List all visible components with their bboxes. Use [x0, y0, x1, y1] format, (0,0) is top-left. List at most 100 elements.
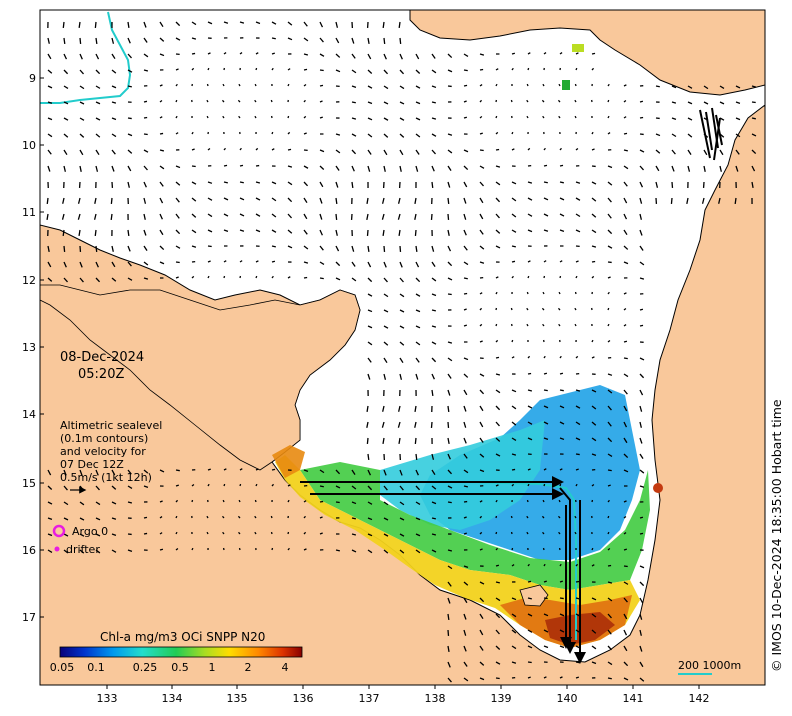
velocity-arrow: [687, 133, 693, 138]
velocity-arrow: [639, 373, 645, 379]
velocity-arrow: [431, 549, 437, 553]
velocity-arrow: [367, 69, 373, 74]
velocity-arrow: [447, 677, 452, 683]
velocity-arrow: [639, 581, 645, 587]
velocity-arrow: [639, 261, 645, 266]
velocity-arrow: [639, 485, 645, 488]
velocity-arrow: [367, 341, 373, 346]
velocity-arrow: [607, 245, 613, 249]
velocity-arrow: [557, 99, 561, 103]
velocity-arrow: [191, 67, 195, 71]
velocity-arrow: [399, 37, 402, 45]
velocity-arrow: [447, 229, 450, 236]
velocity-arrow: [463, 469, 469, 474]
velocity-arrow: [79, 549, 85, 554]
velocity-arrow: [79, 469, 83, 476]
velocity-arrow: [575, 389, 581, 392]
velocity-arrow: [351, 181, 354, 189]
velocity-arrow: [191, 148, 195, 151]
velocity-arrow: [511, 339, 514, 343]
velocity-arrow: [159, 84, 163, 87]
velocity-arrow: [415, 261, 420, 268]
velocity-arrow: [543, 372, 548, 375]
velocity-arrow: [495, 547, 499, 551]
velocity-arrow: [287, 148, 292, 151]
velocity-arrow: [79, 261, 83, 268]
velocity-arrow: [479, 421, 484, 428]
velocity-arrow: [383, 533, 389, 537]
velocity-arrow: [175, 181, 181, 186]
velocity-arrow: [703, 165, 706, 172]
velocity-arrow: [111, 117, 117, 121]
velocity-arrow: [319, 469, 325, 474]
colorbar-tick-label: 2: [245, 661, 252, 674]
velocity-arrow: [415, 149, 420, 155]
velocity-arrow: [447, 165, 452, 171]
velocity-arrow: [63, 245, 66, 253]
velocity-arrow: [159, 532, 163, 535]
velocity-arrow: [191, 52, 196, 55]
velocity-arrow: [430, 421, 433, 429]
velocity-arrow: [431, 261, 436, 267]
velocity-arrow: [463, 532, 467, 535]
velocity-arrow: [95, 469, 99, 476]
velocity-arrow: [159, 100, 163, 103]
velocity-arrow: [351, 37, 355, 44]
velocity-arrow: [367, 549, 373, 554]
velocity-arrow: [383, 501, 389, 506]
velocity-arrow: [431, 133, 437, 137]
velocity-arrow: [558, 499, 561, 503]
velocity-arrow: [495, 453, 501, 457]
velocity-arrow: [559, 372, 564, 375]
velocity-arrow: [381, 421, 385, 428]
argo-icon: [52, 524, 66, 538]
velocity-arrow: [623, 453, 629, 459]
velocity-arrow: [414, 197, 417, 204]
velocity-arrow: [463, 229, 467, 236]
velocity-arrow: [479, 229, 484, 235]
velocity-arrow: [495, 339, 499, 343]
velocity-arrow: [47, 469, 52, 476]
velocity-arrow: [159, 469, 165, 473]
velocity-arrow: [223, 275, 226, 279]
velocity-arrow: [447, 485, 453, 489]
velocity-arrow: [95, 245, 98, 253]
velocity-arrow: [79, 85, 85, 90]
velocity-arrow: [63, 277, 69, 283]
velocity-arrow: [159, 53, 165, 57]
velocity-arrow: [79, 501, 85, 506]
velocity-arrow: [575, 468, 579, 471]
velocity-arrow: [221, 99, 225, 103]
velocity-arrow: [591, 131, 594, 135]
velocity-arrow: [111, 277, 117, 282]
velocity-arrow: [303, 132, 307, 135]
velocity-arrow: [447, 133, 453, 136]
velocity-arrow: [543, 52, 547, 55]
velocity-arrow: [366, 197, 369, 204]
velocity-arrow: [237, 515, 241, 519]
land-arnhem-top: [40, 284, 361, 471]
velocity-arrow: [639, 421, 642, 428]
velocity-arrow: [623, 149, 628, 152]
velocity-arrow: [686, 197, 689, 204]
velocity-arrow: [46, 213, 49, 220]
velocity-arrow: [527, 52, 531, 55]
velocity-arrow: [383, 101, 389, 105]
velocity-arrow: [111, 69, 117, 74]
velocity-arrow: [175, 68, 179, 71]
velocity-arrow: [207, 67, 210, 71]
velocity-arrow: [463, 100, 467, 103]
velocity-arrow: [559, 213, 565, 217]
velocity-arrow: [479, 53, 485, 56]
velocity-arrow: [287, 37, 293, 41]
velocity-arrow: [143, 100, 148, 103]
velocity-arrow: [479, 213, 484, 220]
velocity-arrow: [79, 53, 83, 60]
velocity-arrow: [559, 389, 564, 392]
velocity-arrow: [223, 147, 226, 151]
velocity-arrow: [463, 453, 468, 459]
legend-line: 07 Dec 12Z: [60, 458, 124, 471]
velocity-arrow: [303, 500, 307, 503]
velocity-arrow: [127, 277, 133, 281]
velocity-arrow: [559, 629, 565, 633]
